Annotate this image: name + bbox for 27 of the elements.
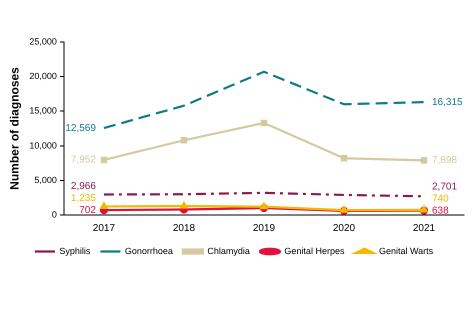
y-tick-label: 25,000 xyxy=(29,36,57,46)
data-label: 16,315 xyxy=(432,96,464,108)
data-label: 2,701 xyxy=(432,181,458,192)
legend-label: Genital Herpes xyxy=(284,246,345,256)
legend-label: Genital Warts xyxy=(378,246,434,256)
y-tick-label: 20,000 xyxy=(29,71,57,82)
legend-label: Chlamydia xyxy=(207,246,250,256)
x-tick-label: 2019 xyxy=(252,222,276,234)
data-label: 2,966 xyxy=(70,180,96,192)
y-tick-label: 0 xyxy=(52,209,57,220)
legend-label: Syphilis xyxy=(59,246,91,256)
data-label: 7,898 xyxy=(432,155,458,166)
y-axis-title: Number of diagnoses xyxy=(8,66,22,190)
x-tick-label: 2021 xyxy=(412,222,436,234)
data-label: 638 xyxy=(432,205,450,216)
x-tick-label: 2020 xyxy=(332,222,356,234)
legend-label: Gonorrhoea xyxy=(124,246,173,256)
y-tick-label: 15,000 xyxy=(29,106,57,116)
data-label: 702 xyxy=(79,204,96,216)
y-tick-label: 5,000 xyxy=(34,174,57,185)
x-tick-label: 2017 xyxy=(92,222,116,234)
data-label: 1,235 xyxy=(70,192,96,204)
data-label: 12,569 xyxy=(65,122,96,134)
y-tick-label: 10,000 xyxy=(29,140,57,150)
x-tick-label: 2018 xyxy=(172,222,196,234)
data-label: 7,952 xyxy=(70,154,96,166)
data-label: 740 xyxy=(432,193,450,204)
